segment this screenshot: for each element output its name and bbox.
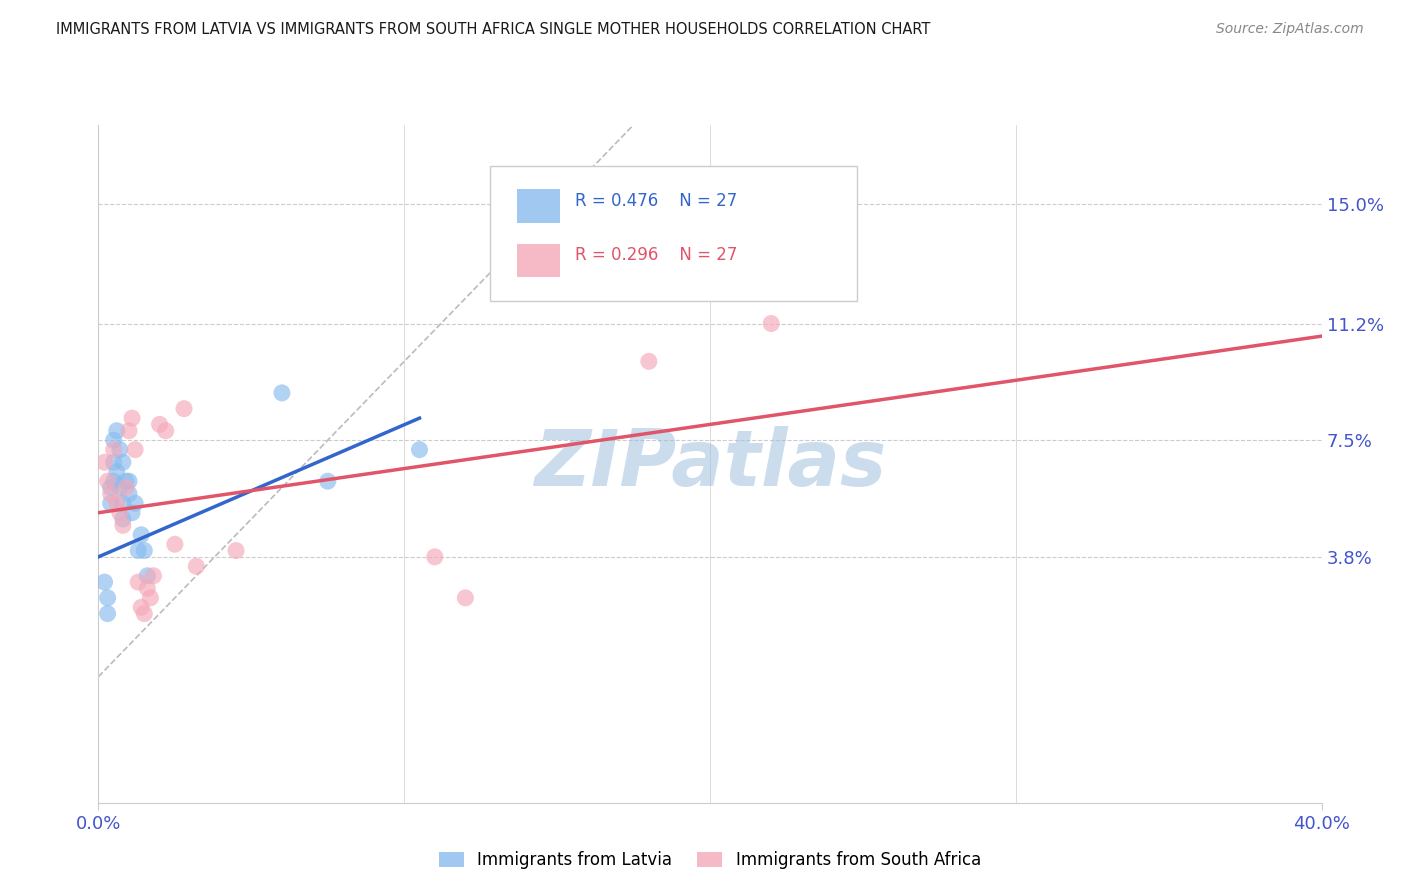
Point — [100, 487, 122, 501]
Point — [111, 512, 134, 526]
Point — [136, 582, 159, 596]
Point — [103, 455, 125, 469]
Point — [100, 496, 122, 510]
Point — [129, 528, 152, 542]
FancyBboxPatch shape — [517, 244, 560, 277]
Text: ZIPatlas: ZIPatlas — [534, 425, 886, 502]
Point — [759, 317, 782, 331]
Point — [103, 442, 125, 457]
Point — [93, 455, 115, 469]
Point — [118, 474, 141, 488]
Point — [124, 442, 146, 457]
Point — [454, 591, 477, 605]
Point — [118, 487, 141, 501]
Point — [111, 455, 134, 469]
Point — [316, 474, 339, 488]
Text: Source: ZipAtlas.com: Source: ZipAtlas.com — [1216, 22, 1364, 37]
Point — [134, 607, 156, 621]
Point — [149, 417, 172, 432]
FancyBboxPatch shape — [489, 166, 856, 301]
Point — [97, 474, 120, 488]
Point — [186, 559, 208, 574]
Legend: Immigrants from Latvia, Immigrants from South Africa: Immigrants from Latvia, Immigrants from … — [433, 845, 987, 876]
Point — [108, 481, 131, 495]
Point — [115, 481, 138, 495]
Point — [105, 465, 128, 479]
Point — [121, 506, 143, 520]
Point — [423, 549, 446, 564]
Point — [173, 401, 195, 416]
Point — [111, 518, 134, 533]
Text: R = 0.476    N = 27: R = 0.476 N = 27 — [575, 192, 738, 210]
Point — [270, 385, 292, 400]
Point — [93, 575, 115, 590]
Point — [139, 591, 162, 605]
Point — [408, 442, 430, 457]
Point — [103, 433, 125, 447]
FancyBboxPatch shape — [517, 189, 560, 223]
Point — [105, 424, 128, 438]
Point — [136, 568, 159, 582]
Point — [127, 575, 149, 590]
Point — [127, 543, 149, 558]
Point — [103, 474, 125, 488]
Point — [124, 496, 146, 510]
Point — [163, 537, 186, 551]
Text: R = 0.296    N = 27: R = 0.296 N = 27 — [575, 246, 738, 264]
Point — [225, 543, 247, 558]
Point — [97, 591, 120, 605]
Point — [108, 506, 131, 520]
Text: IMMIGRANTS FROM LATVIA VS IMMIGRANTS FROM SOUTH AFRICA SINGLE MOTHER HOUSEHOLDS : IMMIGRANTS FROM LATVIA VS IMMIGRANTS FRO… — [56, 22, 931, 37]
Point — [108, 442, 131, 457]
Point — [97, 607, 120, 621]
Point — [142, 568, 165, 582]
Point — [637, 354, 661, 368]
Point — [115, 474, 138, 488]
Point — [100, 481, 122, 495]
Point — [134, 543, 156, 558]
Point — [111, 496, 134, 510]
Point — [129, 600, 152, 615]
Point — [118, 424, 141, 438]
Point — [121, 411, 143, 425]
Point — [155, 424, 177, 438]
Point — [105, 496, 128, 510]
